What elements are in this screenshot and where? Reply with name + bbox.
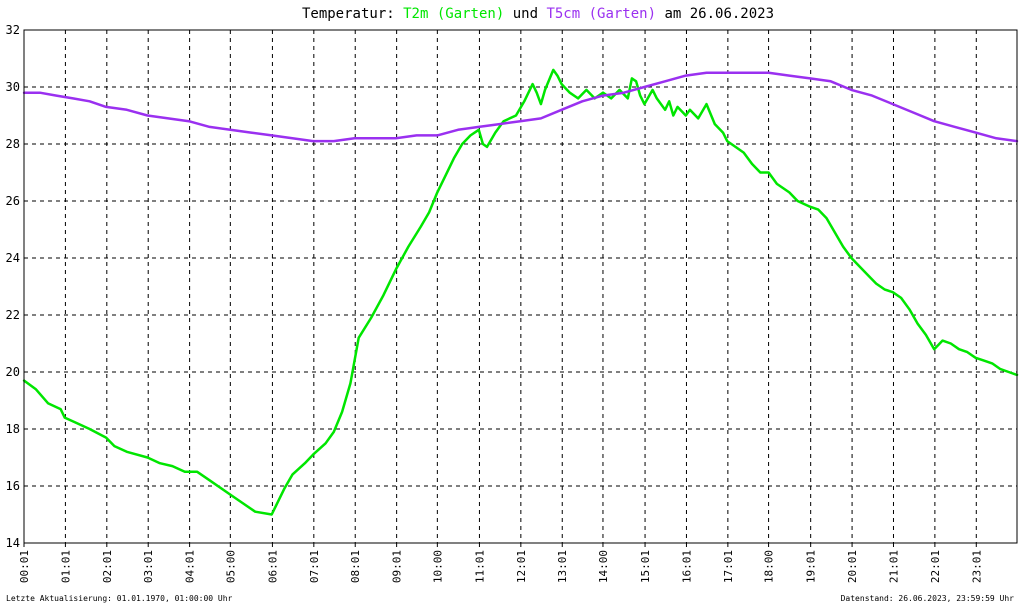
x-tick-label: 21:01 [887,550,900,583]
title-suffix: am 26.06.2023 [656,6,774,22]
series-line-t5cm [22,71,1019,143]
x-tick-label: 13:01 [556,550,569,583]
title-series2-label: T5cm (Garten) [546,6,656,22]
x-tick-label: 00:01 [18,550,31,583]
series-layer [22,68,1019,516]
x-tick-label: 14:00 [597,550,610,583]
grid [24,30,1017,543]
x-tick-label: 12:01 [515,550,528,583]
y-axis-ticks: 14 16 18 20 22 24 26 28 30 32 [6,23,20,550]
x-tick-label: 19:01 [805,550,818,583]
x-tick-label: 22:01 [929,550,942,583]
y-tick-label: 30 [6,80,20,94]
footer-data-status: Datenstand: 26.06.2023, 23:59:59 Uhr [841,594,1015,603]
y-tick-label: 26 [6,194,20,208]
chart-title: Temperatur: T2m (Garten) und T5cm (Garte… [302,6,774,22]
series-line-t2m [22,68,1019,516]
title-middle: und [504,6,546,22]
y-tick-label: 18 [6,422,20,436]
x-tick-label: 18:00 [763,550,776,583]
footer-last-update: Letzte Aktualisierung: 01.01.1970, 01:00… [6,594,233,603]
x-tick-label: 04:01 [184,550,197,583]
x-tick-label: 20:01 [846,550,859,583]
x-tick-label: 16:01 [680,550,693,583]
x-tick-label: 08:01 [349,550,362,583]
x-tick-label: 15:01 [639,550,652,583]
title-series1-label: T2m (Garten) [403,6,504,22]
y-tick-label: 16 [6,479,20,493]
x-tick-label: 05:00 [224,550,237,583]
x-tick-label: 02:01 [101,550,114,583]
x-tick-label: 09:01 [391,550,404,583]
x-tick-label: 23:01 [970,550,983,583]
x-tick-label: 07:01 [308,550,321,583]
title-prefix: Temperatur: [302,6,403,22]
y-tick-label: 32 [6,23,20,37]
y-tick-label: 22 [6,308,20,322]
x-axis-ticks: 00:01 01:01 02:01 03:01 04:01 05:00 06:01 07:01… [18,543,983,583]
x-tick-label: 17:01 [722,550,735,583]
y-tick-label: 20 [6,365,20,379]
x-tick-label: 03:01 [142,550,155,583]
y-tick-label: 24 [6,251,20,265]
x-tick-label: 06:01 [266,550,279,583]
y-tick-label: 14 [6,536,20,550]
x-tick-label: 01:01 [59,550,72,583]
x-tick-label: 10:00 [431,550,444,583]
x-tick-label: 11:01 [473,550,486,583]
y-tick-label: 28 [6,137,20,151]
